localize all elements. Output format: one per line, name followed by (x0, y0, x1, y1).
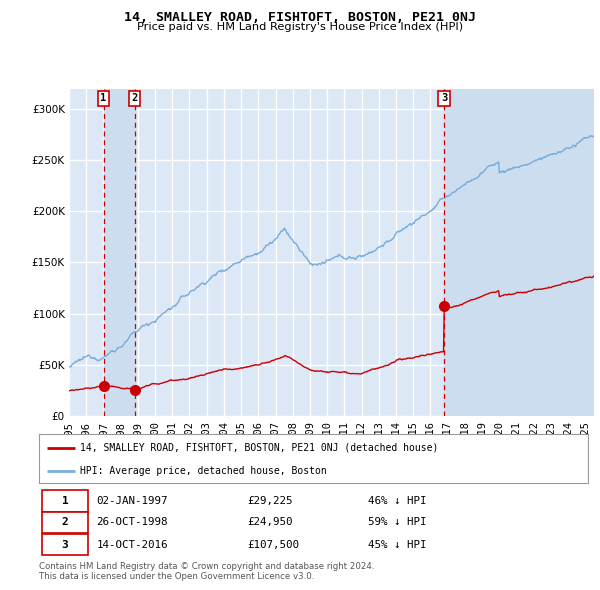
Text: 46% ↓ HPI: 46% ↓ HPI (368, 496, 427, 506)
Text: Contains HM Land Registry data © Crown copyright and database right 2024.: Contains HM Land Registry data © Crown c… (39, 562, 374, 571)
Text: 1: 1 (62, 496, 68, 506)
Text: 14-OCT-2016: 14-OCT-2016 (97, 540, 168, 550)
Text: £24,950: £24,950 (248, 517, 293, 527)
Text: 14, SMALLEY ROAD, FISHTOFT, BOSTON, PE21 0NJ: 14, SMALLEY ROAD, FISHTOFT, BOSTON, PE21… (124, 11, 476, 24)
Text: 59% ↓ HPI: 59% ↓ HPI (368, 517, 427, 527)
Text: 2: 2 (131, 93, 138, 103)
Text: 45% ↓ HPI: 45% ↓ HPI (368, 540, 427, 550)
FancyBboxPatch shape (42, 490, 88, 512)
Bar (104, 88, 135, 416)
Text: 02-JAN-1997: 02-JAN-1997 (97, 496, 168, 506)
Text: 26-OCT-1998: 26-OCT-1998 (97, 517, 168, 527)
FancyBboxPatch shape (42, 512, 88, 533)
Text: 3: 3 (62, 540, 68, 550)
FancyBboxPatch shape (42, 534, 88, 555)
Text: 14, SMALLEY ROAD, FISHTOFT, BOSTON, PE21 0NJ (detached house): 14, SMALLEY ROAD, FISHTOFT, BOSTON, PE21… (80, 442, 439, 453)
Text: £107,500: £107,500 (248, 540, 299, 550)
Text: This data is licensed under the Open Government Licence v3.0.: This data is licensed under the Open Gov… (39, 572, 314, 581)
Text: HPI: Average price, detached house, Boston: HPI: Average price, detached house, Bost… (80, 466, 327, 476)
Text: 2: 2 (62, 517, 68, 527)
Text: Price paid vs. HM Land Registry's House Price Index (HPI): Price paid vs. HM Land Registry's House … (137, 22, 463, 32)
Text: £29,225: £29,225 (248, 496, 293, 506)
Bar (444, 88, 594, 416)
Text: 1: 1 (100, 93, 107, 103)
Text: 3: 3 (441, 93, 447, 103)
